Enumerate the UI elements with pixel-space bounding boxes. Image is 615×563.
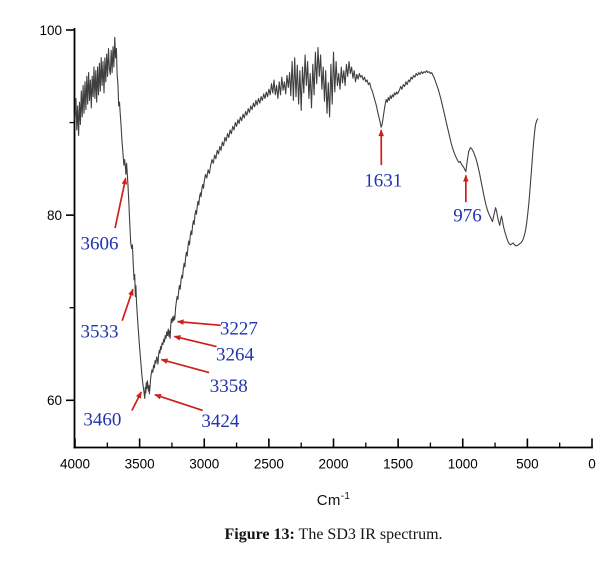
peak-arrow-3606 xyxy=(114,177,128,229)
x-tick-label: 500 xyxy=(516,457,539,472)
axes: 4000 3500 3000 2500 2000 1500 1000 500 0 100 80 60 xyxy=(39,23,595,472)
figure-caption: Figure 13: The SD3 IR spectrum. xyxy=(75,526,592,544)
figure-caption-text: The SD3 IR spectrum. xyxy=(294,526,443,543)
x-tick-label: 2500 xyxy=(254,457,284,472)
peak-label-3606: 3606 xyxy=(81,233,119,254)
peak-label-3533: 3533 xyxy=(81,321,119,342)
x-tick-label: 3500 xyxy=(125,457,155,472)
peak-label-1631: 1631 xyxy=(364,170,402,191)
peak-label-3424: 3424 xyxy=(201,411,240,432)
peak-arrow-3358 xyxy=(160,358,210,374)
x-tick-label: 4000 xyxy=(60,457,90,472)
y-tick-label: 100 xyxy=(39,23,62,38)
peak-label-3227: 3227 xyxy=(220,319,258,340)
y-tick-label: 80 xyxy=(47,208,62,223)
spectrum-polyline xyxy=(74,36,539,399)
peak-arrow-3424 xyxy=(154,393,203,412)
spectrum-curve xyxy=(74,36,539,399)
peak-label-3460: 3460 xyxy=(83,409,121,430)
peak-label-976: 976 xyxy=(453,206,482,227)
peak-label-3264: 3264 xyxy=(216,345,255,366)
x-tick-label: 2000 xyxy=(318,457,348,472)
x-tick-label: 3000 xyxy=(189,457,219,472)
peak-annotations: 3606 3533 3460 3424 3358 3264 3227 1631 976 xyxy=(81,129,482,432)
figure-caption-number: Figure 13: xyxy=(224,526,295,543)
x-axis-title-exponent: -1 xyxy=(340,491,351,502)
peak-arrow-3264 xyxy=(173,335,217,348)
peak-arrow-3460 xyxy=(131,391,143,411)
x-axis-title-text: Cm xyxy=(316,492,341,509)
x-tick-label: 0 xyxy=(588,457,596,472)
x-axis-title: Cm-1 xyxy=(75,491,592,509)
x-tick-label: 1500 xyxy=(383,457,413,472)
peak-arrow-3227 xyxy=(176,319,221,327)
peak-label-3358: 3358 xyxy=(210,376,248,397)
x-tick-label: 1000 xyxy=(448,457,478,472)
y-tick-label: 60 xyxy=(47,393,62,408)
peak-arrow-3533 xyxy=(121,288,134,321)
